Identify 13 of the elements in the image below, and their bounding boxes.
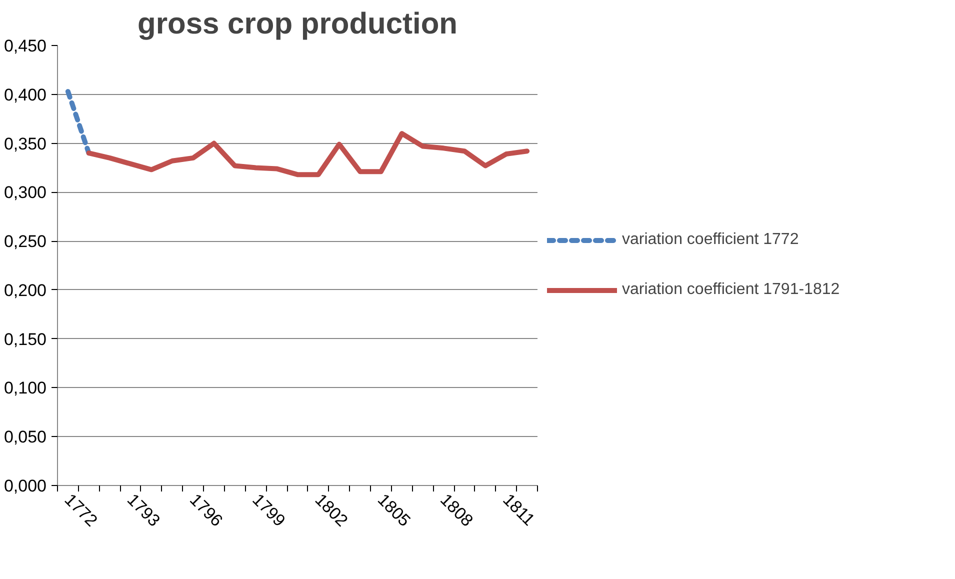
- y-tick-label: 0,350: [4, 134, 47, 154]
- chart-title: gross crop production: [137, 8, 458, 40]
- y-tick-label: 0,450: [4, 36, 47, 56]
- y-tick-label: 0,400: [4, 85, 47, 104]
- y-tick-label: 0,000: [4, 476, 47, 496]
- y-tick-label: 0,150: [4, 330, 47, 349]
- y-tick-label: 0,100: [4, 378, 47, 398]
- legend-label: variation coefficient 1772: [622, 230, 799, 250]
- y-tick-label: 0,200: [4, 280, 47, 300]
- legend-label: variation coefficient 1791-1812: [622, 280, 840, 300]
- y-tick-label: 0,050: [4, 428, 47, 447]
- y-tick-label: 0,250: [4, 232, 47, 252]
- y-tick-label: 0,300: [4, 183, 47, 202]
